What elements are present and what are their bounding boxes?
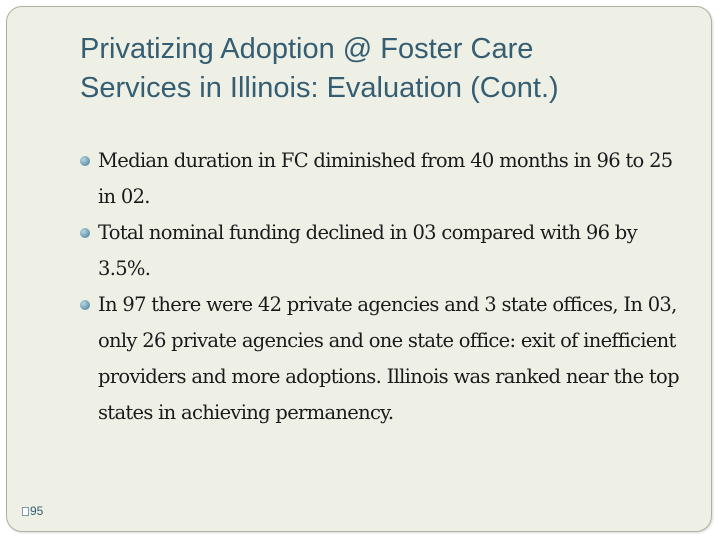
slide-panel: Privatizing Adoption @ Foster Care Servi…	[6, 6, 712, 532]
bullet-text: Total nominal funding declined in 03 com…	[98, 221, 638, 280]
slide-title-line-1: Privatizing Adoption @ Foster Care	[80, 33, 534, 65]
bullet-item: In 97 there were 42 private agencies and…	[79, 287, 680, 431]
bullet-dot-icon	[80, 300, 90, 310]
slide-title: Privatizing Adoption @ Foster Care Servi…	[80, 30, 700, 108]
slide-number-box-icon	[22, 507, 29, 516]
slide-number-text: 95	[30, 504, 44, 518]
slide-title-line-2: Services in Illinois: Evaluation (Cont.)	[80, 72, 559, 104]
bullet-text: In 97 there were 42 private agencies and…	[98, 293, 680, 424]
bullet-item: Total nominal funding declined in 03 com…	[79, 215, 679, 287]
bullet-list: Median duration in FC diminished from 40…	[79, 143, 680, 431]
bullet-item: Median duration in FC diminished from 40…	[79, 143, 679, 215]
bullet-dot-icon	[80, 228, 90, 238]
bullet-text: Median duration in FC diminished from 40…	[98, 149, 673, 208]
bullet-dot-icon	[80, 156, 90, 166]
slide-number: 95	[22, 504, 43, 518]
